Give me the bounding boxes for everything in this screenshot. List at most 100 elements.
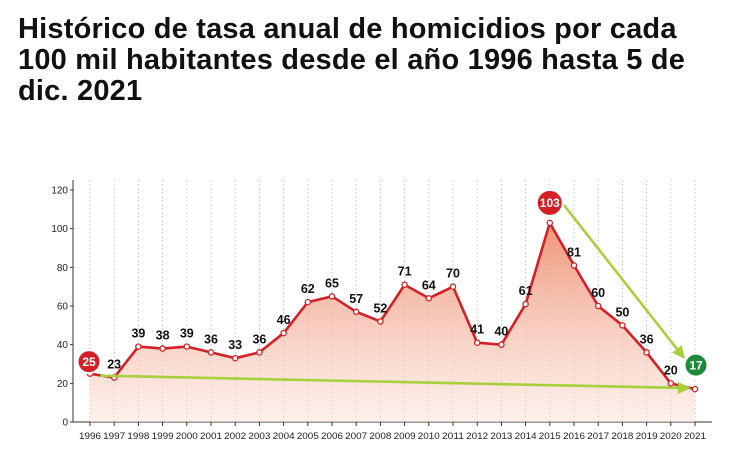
y-tick-label: 20 [57,379,69,390]
x-tick-label: 1998 [127,431,149,442]
x-tick-label: 2008 [369,431,391,442]
data-point [498,341,505,348]
data-label: 33 [228,338,242,352]
data-point [280,329,287,337]
data-point [183,343,191,350]
chart-title: Histórico de tasa anual de homicidios po… [18,13,686,107]
data-label: 52 [373,301,387,315]
x-tick-label: 2017 [587,431,609,442]
x-tick-label: 1996 [79,431,101,442]
data-label: 23 [107,358,121,372]
y-tick-label: 80 [57,263,69,274]
area-fill [90,222,695,422]
trend-arrow-long-head [677,381,691,394]
data-label: 36 [252,332,266,346]
x-tick-label: 1997 [103,431,125,442]
data-label: 62 [301,282,315,296]
y-axis: 0 20 40 60 80 100 120 [51,180,74,429]
data-point [425,295,433,302]
x-tick-label: 2005 [297,431,319,442]
data-labels: 23 39 38 39 36 33 36 46 62 65 57 52 71 64 70 41 40 61 81 60… [107,245,678,377]
x-tick-label: 2020 [660,431,682,442]
x-tick-label: 2019 [636,431,658,442]
data-label: 39 [180,327,194,341]
data-label: 64 [422,278,436,292]
data-point [304,298,312,306]
data-label: 70 [446,267,460,281]
x-tick-label: 2015 [539,431,561,442]
x-tick-label: 2003 [248,431,270,442]
data-point [522,300,529,308]
data-point [643,349,650,356]
x-tick-label: 2014 [515,431,537,442]
data-label: 20 [664,363,678,377]
data-point [207,349,215,356]
data-label: 61 [519,284,533,298]
data-point [401,281,408,288]
x-axis: 1996 1997 1998 1999 2000 2001 2002 2003 2004 2005… [73,421,712,442]
data-point [352,308,360,316]
data-point [546,219,554,227]
data-point [256,349,263,356]
badges: 25 103 17 [76,188,709,378]
data-label: 81 [567,245,581,259]
data-point [667,380,675,387]
data-point [159,345,166,352]
data-label: 50 [615,305,629,319]
data-point [231,354,239,362]
value-badge [76,349,102,375]
data-point [594,302,602,310]
x-tick-label: 2006 [321,431,343,442]
x-tick-label: 2007 [345,431,367,442]
data-label: 39 [131,327,145,341]
data-label: 40 [494,325,508,339]
y-tick-label: 60 [57,302,69,313]
data-label: 46 [277,313,291,327]
x-tick-label: 2013 [490,431,512,442]
y-tick-label: 120 [51,186,68,197]
x-tick-label: 2001 [200,431,222,442]
data-label: 57 [349,292,363,306]
data-point [377,318,384,325]
data-label: 60 [591,286,605,300]
x-tick-label: 2004 [273,431,295,442]
trend-arrow-drop-shaft [562,204,678,350]
data-point [570,262,578,269]
x-tick-label: 2016 [563,431,585,442]
badge-label: 25 [82,355,96,369]
data-label: 65 [325,276,339,290]
data-point [328,293,336,300]
series-line [89,221,696,391]
x-tick-label: 2011 [442,431,464,442]
trend-arrows [99,204,691,394]
data-label: 36 [204,332,218,346]
data-point [135,343,142,350]
trend-arrow-drop-head [672,345,685,360]
badge-label: 103 [540,196,560,210]
data-point [473,339,481,346]
data-label: 41 [470,323,484,337]
x-tick-label: 2012 [466,431,488,442]
y-tick-label: 100 [51,224,68,235]
trend-arrow-long-shaft [99,374,679,390]
data-point [691,385,699,393]
y-tick-label: 40 [57,340,69,351]
x-tick-label: 2002 [224,431,246,442]
y-tick-label: 0 [62,418,68,429]
data-label: 38 [156,329,170,343]
x-tick-label: 2018 [611,431,633,442]
badge-label: 17 [689,358,703,372]
data-label: 71 [398,265,412,279]
data-point [619,322,626,329]
x-tick-label: 2009 [394,431,416,442]
value-badge [535,188,564,217]
x-tick-label: 2000 [176,431,198,442]
data-point [449,283,457,290]
value-badge [683,352,709,378]
x-tick-label: 2021 [684,431,706,442]
data-label: 36 [640,332,654,346]
x-tick-label: 1999 [152,431,174,442]
x-tick-label: 2010 [418,431,440,442]
plot-area [86,219,699,422]
